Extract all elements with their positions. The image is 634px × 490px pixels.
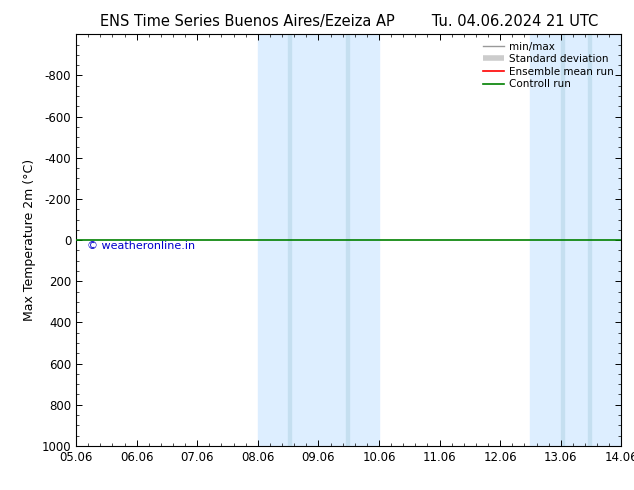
Y-axis label: Max Temperature 2m (°C): Max Temperature 2m (°C) xyxy=(23,159,36,321)
Bar xyxy=(258,34,379,446)
Bar xyxy=(288,34,291,446)
Bar xyxy=(588,34,591,446)
Bar xyxy=(531,34,621,446)
Bar xyxy=(560,34,564,446)
Title: ENS Time Series Buenos Aires/Ezeiza AP        Tu. 04.06.2024 21 UTC: ENS Time Series Buenos Aires/Ezeiza AP T… xyxy=(100,14,598,29)
Legend: min/max, Standard deviation, Ensemble mean run, Controll run: min/max, Standard deviation, Ensemble me… xyxy=(481,40,616,92)
Bar xyxy=(346,34,349,446)
Text: © weatheronline.in: © weatheronline.in xyxy=(87,241,195,251)
